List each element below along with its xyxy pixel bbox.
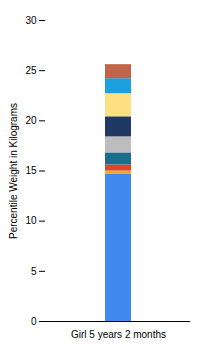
svg-text:30: 30 (25, 15, 37, 26)
svg-text:20: 20 (25, 115, 37, 126)
svg-text:Girl 5 years 2 months: Girl 5 years 2 months (71, 329, 166, 340)
svg-text:5: 5 (31, 266, 37, 277)
svg-text:10: 10 (25, 215, 37, 226)
svg-text:0: 0 (31, 316, 37, 327)
svg-text:15: 15 (25, 165, 37, 176)
svg-text:25: 25 (25, 65, 37, 76)
svg-text:Percentile Weight in Kilograms: Percentile Weight in Kilograms (8, 103, 19, 239)
